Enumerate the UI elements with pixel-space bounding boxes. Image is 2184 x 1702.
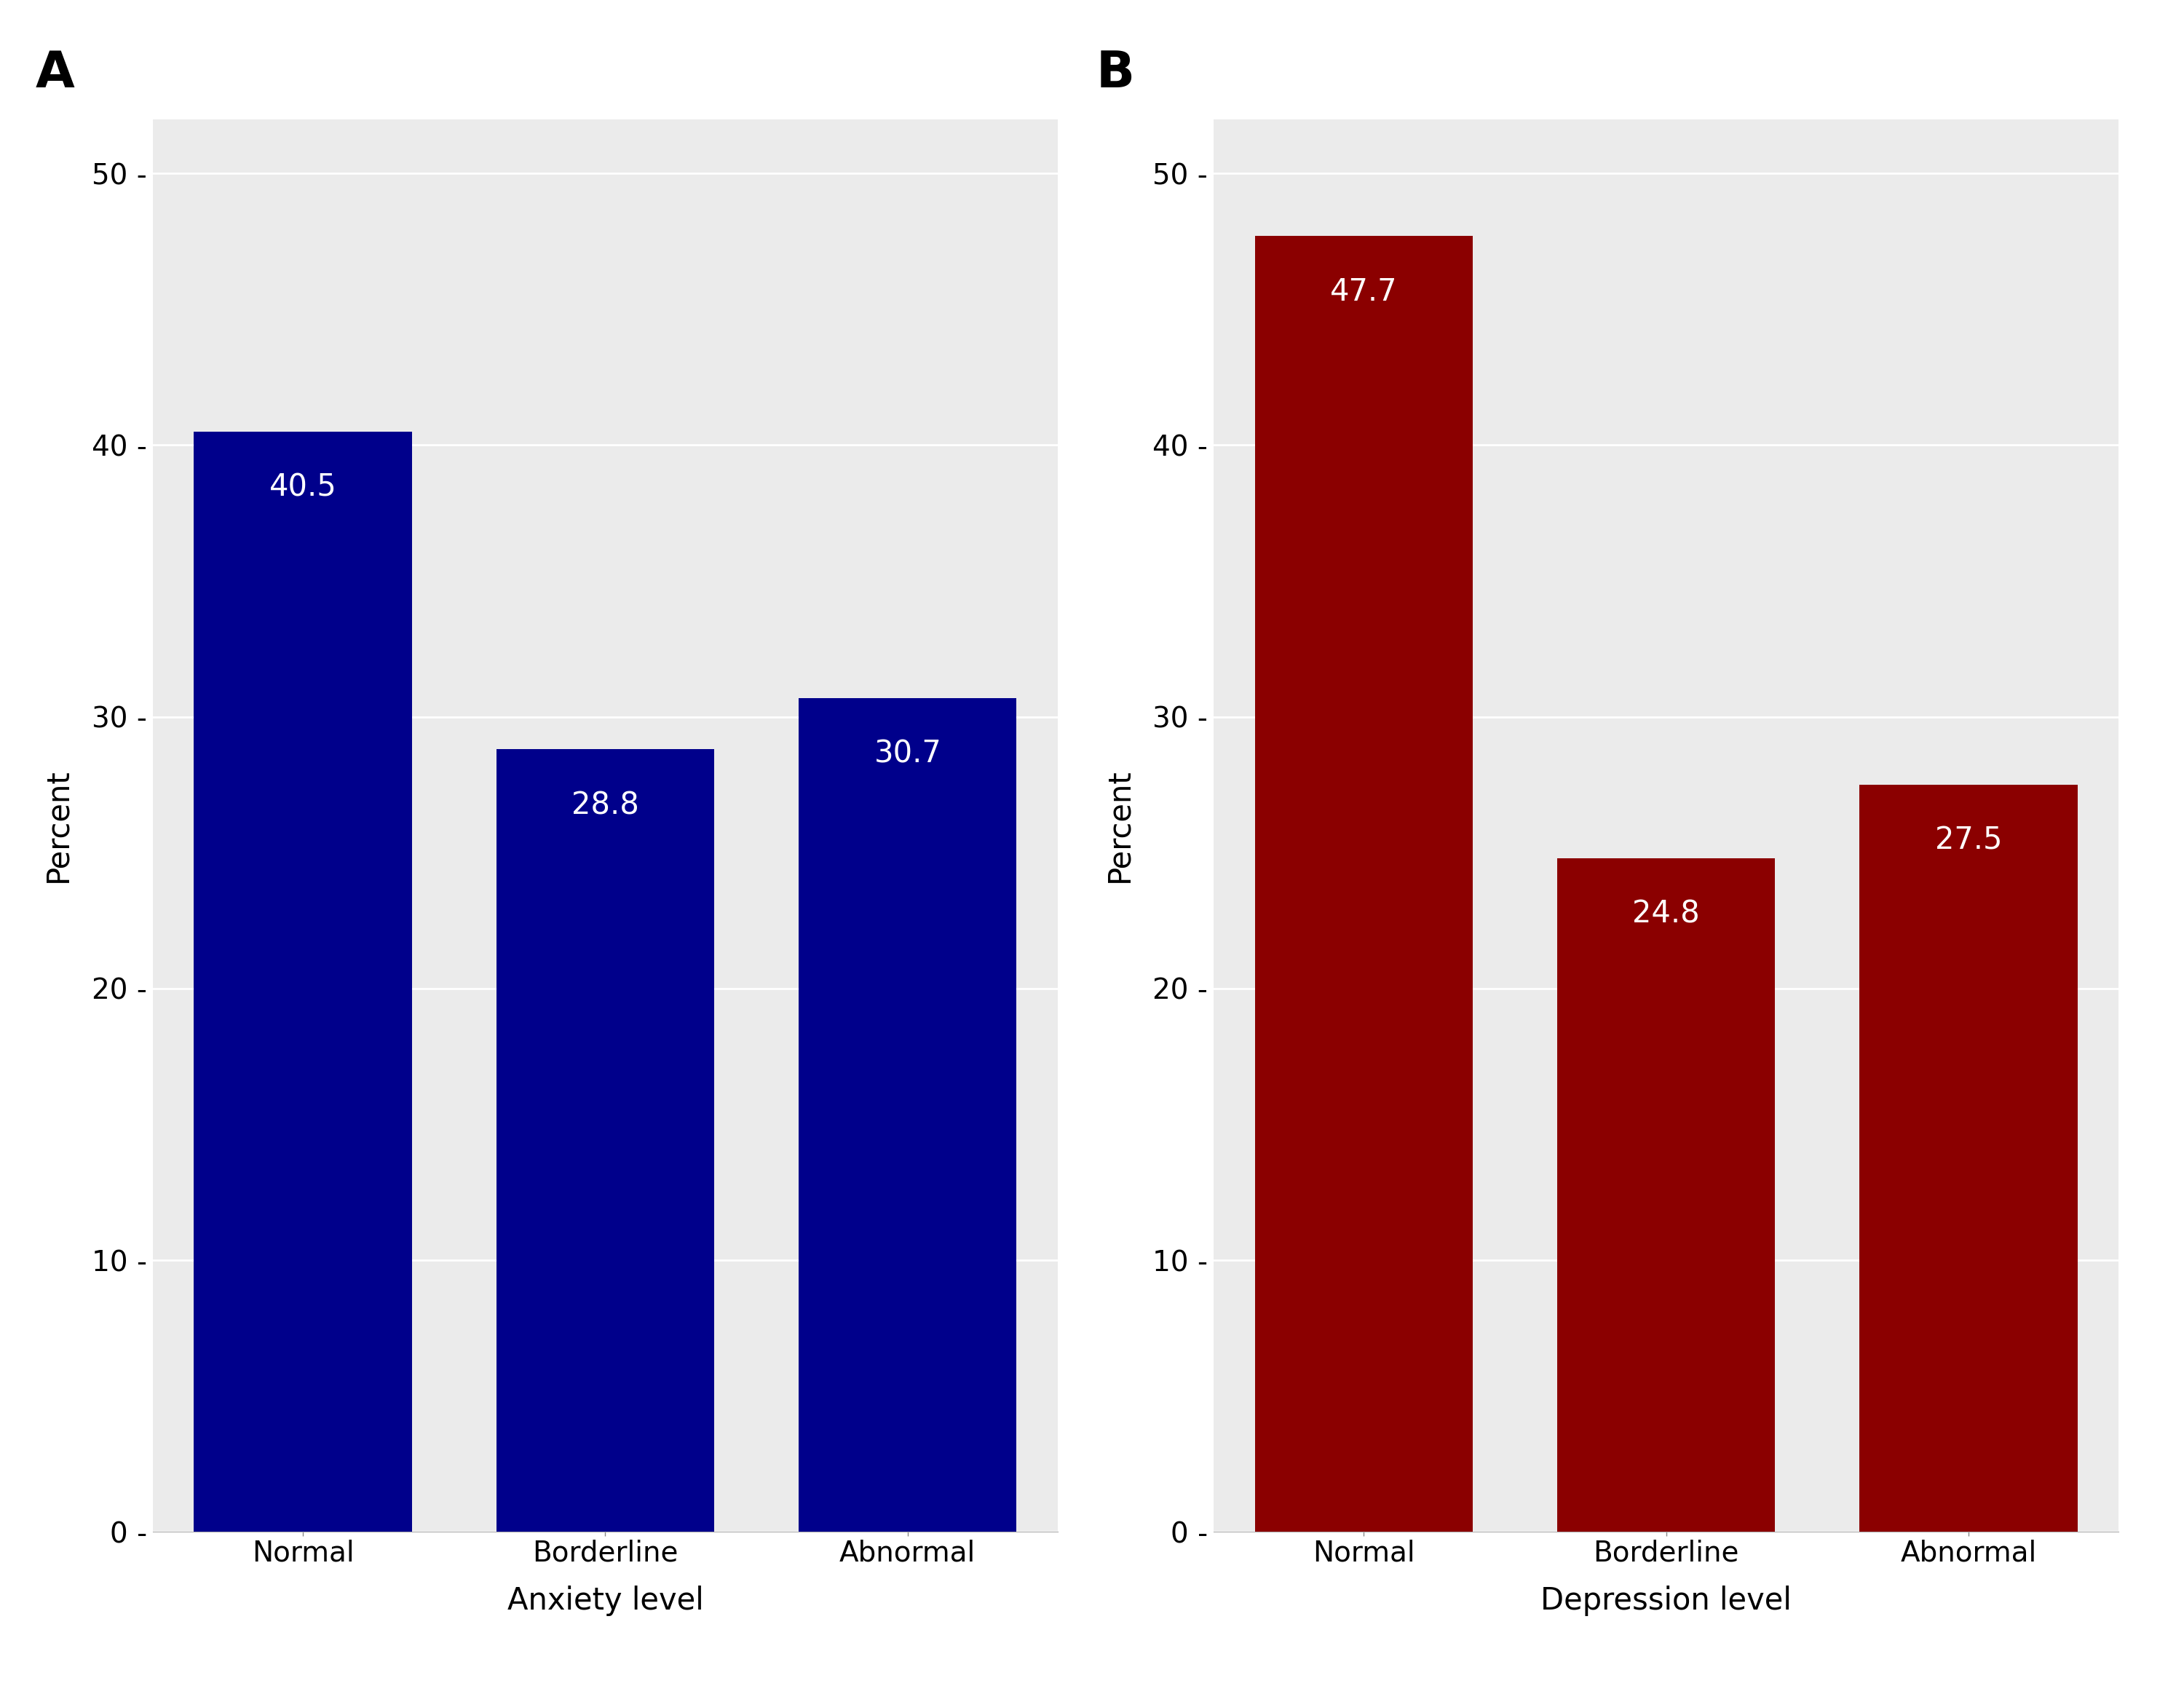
Bar xyxy=(799,698,1016,1532)
Text: 30.7: 30.7 xyxy=(874,739,941,769)
X-axis label: Anxiety level: Anxiety level xyxy=(507,1585,703,1615)
Bar xyxy=(1557,858,1776,1532)
Text: B: B xyxy=(1096,48,1136,97)
Text: 47.7: 47.7 xyxy=(1330,277,1398,308)
Text: 24.8: 24.8 xyxy=(1631,899,1699,929)
Bar xyxy=(1859,785,2077,1532)
Text: 28.8: 28.8 xyxy=(572,790,640,820)
Bar xyxy=(1256,237,1472,1532)
Text: 40.5: 40.5 xyxy=(269,471,336,502)
X-axis label: Depression level: Depression level xyxy=(1540,1585,1791,1615)
Y-axis label: Percent: Percent xyxy=(1103,768,1133,883)
Bar xyxy=(496,749,714,1532)
Bar xyxy=(194,432,413,1532)
Y-axis label: Percent: Percent xyxy=(44,768,74,883)
Text: 27.5: 27.5 xyxy=(1935,825,2003,856)
Text: A: A xyxy=(35,48,74,97)
